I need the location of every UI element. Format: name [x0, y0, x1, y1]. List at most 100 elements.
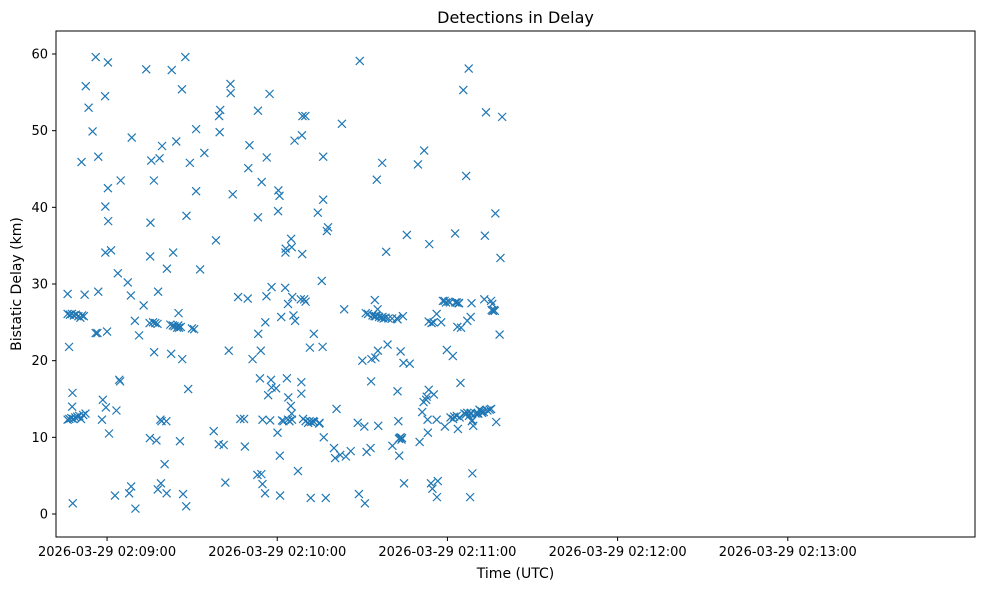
data-point-marker	[397, 433, 407, 443]
data-point-marker	[273, 186, 283, 195]
data-point-marker	[402, 230, 412, 240]
data-point-marker	[290, 136, 299, 146]
data-point-marker	[149, 347, 159, 357]
data-point-marker	[77, 157, 86, 167]
data-point-marker	[228, 189, 238, 199]
data-point-marker	[339, 304, 349, 314]
data-point-marker	[173, 320, 183, 330]
data-point-marker	[93, 152, 103, 162]
data-point-marker	[354, 489, 364, 499]
data-point-marker	[486, 404, 496, 414]
data-point-marker	[103, 58, 113, 67]
data-point-marker	[496, 253, 505, 263]
y-tick-label: 30	[31, 278, 48, 293]
data-point-marker	[256, 346, 266, 356]
data-point-marker	[458, 85, 468, 95]
data-point-marker	[177, 354, 187, 364]
x-tick-label: 2026-03-29 02:12:00	[549, 545, 687, 560]
data-point-marker	[157, 141, 167, 151]
data-point-marker	[285, 416, 294, 426]
data-point-marker	[423, 415, 432, 425]
data-point-marker	[372, 175, 382, 185]
data-point-marker	[100, 91, 110, 101]
data-point-marker	[421, 395, 431, 405]
data-point-marker	[433, 476, 443, 486]
data-point-marker	[335, 450, 345, 460]
data-point-marker	[283, 299, 293, 309]
data-point-marker	[139, 301, 149, 310]
data-point-marker	[490, 306, 500, 316]
data-point-marker	[103, 216, 113, 226]
data-point-marker	[262, 153, 272, 162]
data-point-marker	[468, 421, 478, 431]
data-point-marker	[490, 209, 500, 218]
data-point-marker	[432, 309, 442, 319]
data-point-marker	[281, 244, 291, 254]
data-point-marker	[258, 415, 267, 425]
data-point-marker	[215, 127, 225, 137]
data-point-marker	[273, 428, 282, 438]
data-point-marker	[127, 133, 137, 142]
plot-frame	[55, 30, 976, 538]
data-point-marker	[481, 107, 491, 117]
data-point-marker	[399, 478, 409, 488]
data-point-marker	[415, 437, 425, 447]
data-point-marker	[368, 311, 377, 320]
data-point-marker	[80, 290, 90, 300]
data-point-marker	[256, 469, 266, 479]
data-point-marker	[153, 485, 163, 494]
data-point-marker	[111, 406, 121, 415]
data-point-marker	[168, 248, 178, 257]
data-point-marker	[383, 340, 393, 349]
data-point-marker	[381, 247, 391, 257]
data-point-marker	[226, 79, 235, 89]
y-tick-label: 50	[31, 124, 48, 139]
data-point-marker	[189, 324, 199, 334]
data-point-marker	[332, 404, 341, 414]
data-point-marker	[436, 317, 446, 327]
data-point-marker	[429, 317, 438, 327]
data-point-marker	[423, 428, 433, 438]
data-point-marker	[298, 111, 307, 121]
data-point-marker	[427, 484, 437, 494]
data-point-marker	[275, 451, 285, 461]
data-point-marker	[166, 349, 176, 359]
data-point-marker	[419, 146, 429, 156]
data-point-marker	[346, 446, 356, 456]
data-point-marker	[265, 89, 275, 99]
data-point-marker	[191, 186, 201, 196]
data-point-marker	[426, 478, 436, 488]
data-point-marker	[156, 478, 166, 488]
y-tick-label: 10	[31, 431, 48, 446]
data-point-marker	[199, 148, 209, 158]
data-point-marker	[318, 195, 328, 205]
data-point-marker	[296, 389, 306, 399]
data-point-marker	[265, 416, 275, 425]
data-point-marker	[321, 493, 331, 503]
data-point-marker	[84, 103, 94, 113]
data-point-marker	[178, 489, 188, 499]
data-point-marker	[64, 342, 74, 352]
data-point-marker	[126, 481, 136, 491]
data-point-marker	[299, 294, 309, 304]
data-point-marker	[191, 124, 201, 134]
data-point-marker	[393, 386, 402, 396]
data-point-marker	[422, 392, 432, 402]
data-point-marker	[266, 375, 276, 385]
data-point-marker	[255, 373, 265, 383]
data-point-marker	[160, 459, 170, 469]
data-point-marker	[81, 81, 91, 91]
data-point-marker	[357, 356, 367, 366]
data-point-marker	[318, 152, 328, 162]
y-axis: 0 10 20 30 40 50 60	[31, 48, 56, 523]
data-point-marker	[276, 312, 286, 322]
data-point-marker	[176, 322, 186, 332]
data-point-marker	[394, 451, 404, 461]
points-layer	[63, 52, 507, 514]
y-tick-label: 60	[31, 48, 48, 63]
data-point-marker	[134, 330, 144, 340]
data-point-marker	[67, 402, 77, 412]
data-point-marker	[287, 242, 297, 252]
